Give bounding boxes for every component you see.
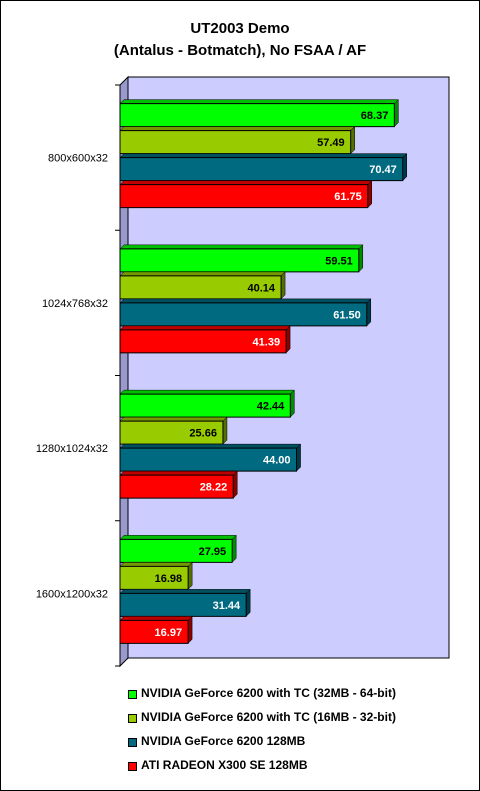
chart-title: UT2003 Demo	[190, 20, 290, 37]
bar-end-face	[402, 153, 408, 182]
bar-top-face	[119, 99, 399, 104]
bar-value-label: 41.39	[253, 336, 281, 348]
category-label: 1280x1024x32	[36, 443, 108, 455]
bar	[119, 474, 234, 499]
legend-swatch-icon	[128, 738, 137, 747]
category-label: 1600x1200x32	[36, 588, 108, 600]
bar-value-label: 70.47	[369, 164, 397, 176]
bar-top-face	[119, 443, 302, 449]
bar-value-label: 61.50	[333, 309, 361, 321]
bar-end-face	[366, 298, 372, 327]
chart-title-block: UT2003 Demo (Antalus - Botmatch), No FSA…	[0, 18, 480, 62]
bar-top-face	[119, 244, 364, 250]
bar	[119, 619, 189, 644]
bar-value-label: 42.44	[257, 401, 285, 413]
bar-end-face	[245, 588, 251, 617]
bar-value-label: 16.98	[155, 573, 183, 585]
bar-value-label: 27.95	[199, 546, 227, 558]
legend-swatch-icon	[128, 690, 137, 699]
bar-top-face	[119, 616, 193, 621]
bar	[119, 248, 360, 273]
legend-label: NVIDIA GeForce 6200 with TC (16MB - 32-b…	[141, 710, 396, 724]
bar-value-label: 31.44	[213, 600, 241, 612]
bar-top-face	[119, 470, 238, 476]
bar-top-face	[119, 298, 372, 304]
bar-end-face	[187, 615, 193, 644]
bar-value-label: 25.66	[189, 428, 217, 440]
bar	[119, 184, 369, 209]
legend-swatch-icon	[128, 714, 137, 723]
legend-label: NVIDIA GeForce 6200 with TC (32MB - 64-b…	[141, 686, 396, 700]
bar-top-face	[119, 180, 373, 185]
bar-end-face	[350, 126, 355, 155]
legend-label: ATI RADEON X300 SE 128MB	[141, 758, 308, 772]
bar	[119, 130, 352, 155]
bar	[119, 329, 287, 354]
bar-end-face	[231, 534, 237, 563]
bar-end-face	[187, 561, 193, 590]
category-label: 800x600x32	[48, 153, 108, 165]
bar-value-label: 61.75	[334, 191, 362, 203]
bar-top-face	[119, 271, 286, 277]
bar	[119, 103, 395, 128]
bar-value-label: 44.00	[263, 455, 291, 467]
bar-top-face	[119, 389, 295, 395]
bar-value-label: 59.51	[325, 255, 353, 267]
bar-top-face	[119, 535, 237, 540]
bar-top-face	[119, 589, 251, 594]
bar-value-label: 28.22	[200, 482, 228, 494]
bar-end-face	[222, 416, 228, 445]
bar	[119, 157, 404, 182]
bar-top-face	[119, 153, 408, 158]
bar-top-face	[119, 325, 291, 331]
bar-top-face	[119, 416, 228, 422]
bar-end-face	[394, 99, 399, 128]
bar	[119, 302, 368, 327]
legend-swatch-icon	[128, 762, 137, 771]
bar-value-label: 68.37	[361, 110, 389, 122]
bar-end-face	[232, 470, 238, 499]
bar-value-label: 57.49	[317, 137, 345, 149]
category-label: 1024x768x32	[42, 298, 108, 310]
bar-end-face	[280, 271, 286, 300]
bar-top-face	[119, 126, 356, 131]
bar-end-face	[290, 389, 295, 418]
bar-end-face	[358, 244, 364, 273]
bar-end-face	[367, 180, 373, 209]
chart-subtitle: (Antalus - Botmatch), No FSAA / AF	[113, 42, 367, 59]
bar-top-face	[119, 562, 193, 567]
legend-label: NVIDIA GeForce 6200 128MB	[141, 734, 306, 748]
bar-end-face	[285, 325, 291, 354]
bar-end-face	[296, 443, 301, 472]
bar-value-label: 40.14	[248, 282, 276, 294]
bar-value-label: 16.97	[155, 627, 183, 639]
